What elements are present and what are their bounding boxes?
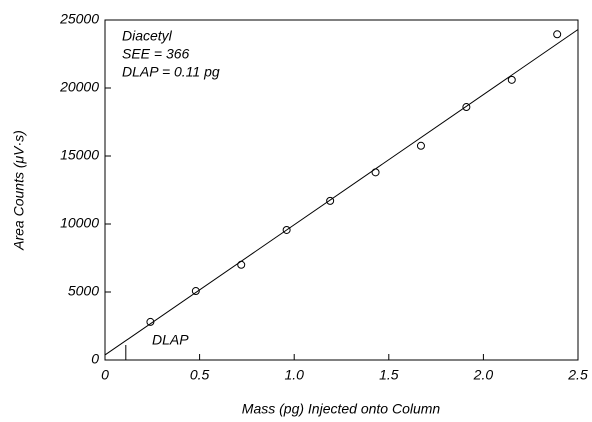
plot-frame	[104, 19, 579, 361]
data-point	[282, 225, 291, 234]
data-point	[191, 287, 200, 296]
x-tick-label: 2.0	[473, 367, 494, 383]
y-tick-label: 20000	[59, 79, 99, 95]
y-tick-label: 5000	[68, 283, 99, 299]
data-point	[416, 141, 425, 150]
dlap-label: DLAP	[152, 332, 189, 348]
data-point	[462, 103, 471, 112]
x-axis-label: Mass (pg) Injected onto Column	[242, 401, 441, 417]
y-tick-label: 15000	[60, 147, 99, 163]
data-point	[507, 75, 516, 84]
data-point	[553, 30, 562, 39]
x-tick-label: 1.5	[379, 367, 399, 383]
y-axis-label: Area Counts (μV·s)	[11, 130, 27, 251]
x-tick-label: 2.5	[567, 367, 588, 383]
data-point	[326, 196, 335, 205]
y-tick-label: 0	[91, 351, 99, 367]
annotation: DLAP = 0.11 pg	[122, 64, 220, 80]
x-tick-label: 1.0	[284, 367, 304, 383]
annotation: Diacetyl	[122, 28, 173, 44]
y-tick-label: 10000	[60, 215, 99, 231]
annotation: SEE = 366	[122, 46, 190, 62]
data-point	[371, 168, 380, 177]
x-tick-label: 0.5	[190, 367, 210, 383]
fit-line	[104, 29, 579, 356]
x-tick-label: 0	[101, 367, 109, 383]
y-tick-label: 25000	[59, 11, 99, 27]
